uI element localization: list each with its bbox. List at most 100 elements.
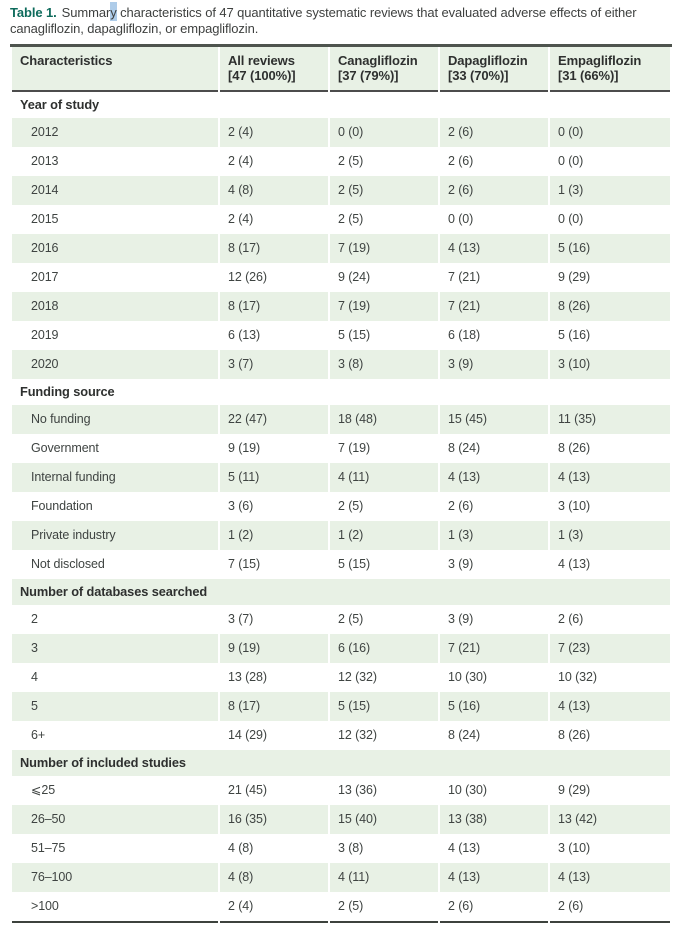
section-header-row: Funding source [12, 379, 670, 405]
cell-value: 2 (5) [330, 892, 438, 923]
cell-value: 7 (23) [558, 641, 591, 655]
section-header-row: Number of included studies [12, 750, 670, 776]
cell-value: 2 (6) [448, 125, 474, 139]
cell-value: 2 (6) [440, 892, 548, 923]
row-label: 2012 [31, 125, 59, 139]
column-header: Characteristics [12, 47, 218, 92]
summary-characteristics-table: Characteristics All reviews [47 (100%)] Can… [10, 44, 672, 923]
section-header-row: Year of study [12, 92, 670, 118]
cell-value: 7 (21) [448, 270, 481, 284]
cell-value: 2 (5) [338, 183, 364, 197]
cell-value: 4 (11) [338, 870, 370, 884]
cell-value: 12 (32) [338, 728, 377, 742]
cell-value: 7 (19) [338, 441, 371, 455]
cell-value: 15 (40) [338, 812, 377, 826]
table-row: Not disclosed 7 (15) 5 (15) 3 (9) 4 (13) [12, 550, 670, 579]
cell-value: 2 (5) [338, 212, 364, 226]
table-row: 4 13 (28) 12 (32) 10 (30) 10 (32) [12, 663, 670, 692]
cell-value: 10 (30) [448, 783, 487, 797]
cell-value: 13 (38) [448, 812, 487, 826]
column-header-name: Empagliflozin [558, 53, 642, 68]
column-header-count: [31 (66%)] [558, 68, 619, 83]
cell-value: 6 (13) [228, 328, 261, 342]
cell-value: 8 (17) [228, 699, 261, 713]
table-number-label: Table 1. [10, 5, 57, 20]
table-row: ⩽25 21 (45) 13 (36) 10 (30) 9 (29) [12, 776, 670, 805]
column-header-name: Dapagliflozin [448, 53, 528, 68]
table-row: Private industry 1 (2) 1 (2) 1 (3) 1 (3) [12, 521, 670, 550]
cell-value: 0 (0) [558, 154, 584, 168]
table-row: 2015 2 (4) 2 (5) 0 (0) 0 (0) [12, 205, 670, 234]
row-label: 2017 [31, 270, 59, 284]
row-label: 2013 [31, 154, 59, 168]
column-header: Canagliflozin [37 (79%)] [330, 47, 438, 92]
row-label: 2019 [31, 328, 59, 342]
cell-value: 4 (8) [228, 870, 254, 884]
cell-value: 8 (17) [228, 299, 261, 313]
column-header-count: [47 (100%)] [228, 68, 296, 83]
cell-value: 2 (4) [220, 892, 328, 923]
section-header: Number of included studies [20, 755, 186, 770]
row-label: 51–75 [31, 841, 66, 855]
cell-value: 5 (16) [558, 241, 591, 255]
section-header: Number of databases searched [20, 584, 208, 599]
row-label: 2016 [31, 241, 59, 255]
cell-value: 4 (13) [558, 470, 591, 484]
table-caption: Table 1. Summary characteristics of 47 qu… [10, 2, 670, 36]
cell-value: 3 (10) [558, 841, 591, 855]
table-row: 2012 2 (4) 0 (0) 2 (6) 0 (0) [12, 118, 670, 147]
cell-value: 3 (8) [338, 357, 364, 371]
cell-value: 1 (3) [558, 183, 584, 197]
cell-value: 3 (7) [228, 357, 254, 371]
cell-value: 10 (30) [448, 670, 487, 684]
row-label: 2018 [31, 299, 59, 313]
cell-value: 7 (21) [448, 299, 481, 313]
cell-value: 1 (2) [338, 528, 364, 542]
cell-value: 8 (24) [448, 441, 481, 455]
cell-value: 3 (6) [228, 499, 254, 513]
cell-value: 7 (19) [338, 241, 371, 255]
row-label: 5 [31, 699, 38, 713]
column-header-name: Characteristics [20, 53, 113, 68]
column-header: Empagliflozin [31 (66%)] [550, 47, 670, 92]
cell-value: 6 (18) [448, 328, 481, 342]
cell-value: 3 (9) [448, 357, 474, 371]
table-header: Characteristics All reviews [47 (100%)] Can… [12, 47, 670, 92]
table-row: No funding 22 (47) 18 (48) 15 (45) 11 (35) [12, 405, 670, 434]
cell-value: 4 (13) [558, 870, 591, 884]
row-label: 2014 [31, 183, 59, 197]
cell-value: 2 (5) [338, 612, 364, 626]
table-row: 51–75 4 (8) 3 (8) 4 (13) 3 (10) [12, 834, 670, 863]
column-header-name: All reviews [228, 53, 295, 68]
row-label: ⩽25 [31, 783, 56, 797]
cell-value: 5 (16) [558, 328, 591, 342]
cell-value: 10 (32) [558, 670, 597, 684]
cell-value: 2 (6) [448, 154, 474, 168]
row-label: 2015 [31, 212, 59, 226]
cell-value: 12 (32) [338, 670, 377, 684]
cell-value: 13 (42) [558, 812, 597, 826]
row-label: Private industry [31, 528, 116, 542]
cell-value: 4 (13) [558, 557, 591, 571]
table-row: 2018 8 (17) 7 (19) 7 (21) 8 (26) [12, 292, 670, 321]
cell-value: 9 (24) [338, 270, 371, 284]
table-row: 26–50 16 (35) 15 (40) 13 (38) 13 (42) [12, 805, 670, 834]
cell-value: 4 (13) [448, 470, 481, 484]
cell-value: 13 (28) [228, 670, 267, 684]
row-label: 3 [31, 641, 38, 655]
column-header: All reviews [47 (100%)] [220, 47, 328, 92]
cell-value: 2 (6) [448, 499, 474, 513]
section-header: Year of study [20, 97, 100, 112]
row-label: 76–100 [31, 870, 73, 884]
row-label: 6+ [31, 728, 46, 742]
row-label: 2020 [31, 357, 59, 371]
caption-text-selection-highlight: y [110, 2, 117, 21]
table-row: 76–100 4 (8) 4 (11) 4 (13) 4 (13) [12, 863, 670, 892]
cell-value: 2 (6) [550, 892, 670, 923]
cell-value: 9 (29) [558, 783, 591, 797]
cell-value: 8 (26) [558, 728, 591, 742]
cell-value: 6 (16) [338, 641, 371, 655]
table-row: 2019 6 (13) 5 (15) 6 (18) 5 (16) [12, 321, 670, 350]
cell-value: 5 (11) [228, 470, 260, 484]
cell-value: 9 (19) [228, 641, 261, 655]
